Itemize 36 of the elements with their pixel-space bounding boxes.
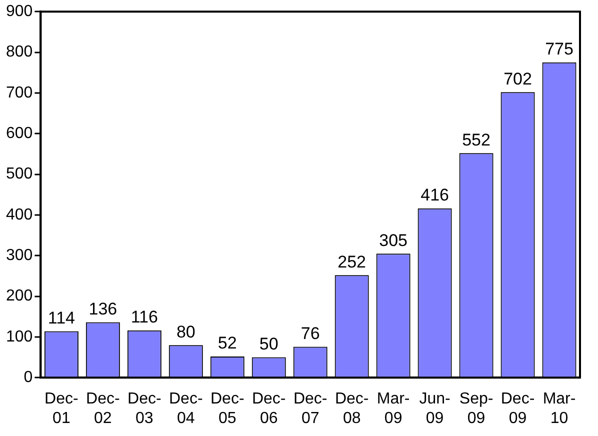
data-label: 116	[130, 308, 158, 327]
y-tick-label: 800	[6, 44, 33, 61]
y-tick-label: 300	[6, 247, 33, 264]
x-tick-label: Dec-03	[128, 390, 162, 427]
x-tick-label: Dec-02	[86, 390, 120, 427]
y-tick-label: 400	[6, 206, 33, 224]
y-tick-label: 0	[24, 369, 33, 386]
data-label: 702	[504, 69, 532, 88]
data-label: 552	[462, 130, 490, 150]
y-tick-label: 900	[6, 3, 33, 20]
x-tick-label: Dec-01	[44, 390, 78, 427]
data-label: 416	[420, 186, 449, 205]
y-tick-label: 200	[6, 288, 33, 305]
data-label: 80	[176, 322, 196, 342]
x-tick-label: Jun-09	[419, 390, 450, 427]
data-label: 50	[259, 334, 278, 354]
data-label: 305	[379, 230, 408, 250]
data-label: 252	[338, 252, 366, 272]
data-label: 114	[48, 308, 75, 328]
x-tick-label: Dec-06	[252, 390, 286, 427]
x-tick-label: Dec-08	[334, 390, 369, 427]
x-tick-label: Sep-09	[459, 390, 494, 427]
x-tick-label: Dec-07	[293, 390, 328, 427]
x-tick-label: Mar-10	[542, 390, 576, 427]
data-label: 76	[300, 324, 320, 343]
y-tick-label: 500	[6, 166, 33, 183]
x-tick-label: Mar-09	[376, 390, 410, 427]
y-tick-label: 600	[6, 125, 33, 142]
data-label: 775	[545, 40, 574, 59]
x-tick-label: Dec-04	[169, 390, 203, 427]
data-label: 52	[218, 334, 237, 353]
x-tick-label: Dec-05	[210, 390, 244, 427]
y-tick-label: 100	[6, 328, 33, 346]
x-tick-label: Dec-09	[500, 390, 535, 427]
data-label: 136	[88, 299, 118, 318]
y-tick-label: 700	[6, 84, 33, 102]
